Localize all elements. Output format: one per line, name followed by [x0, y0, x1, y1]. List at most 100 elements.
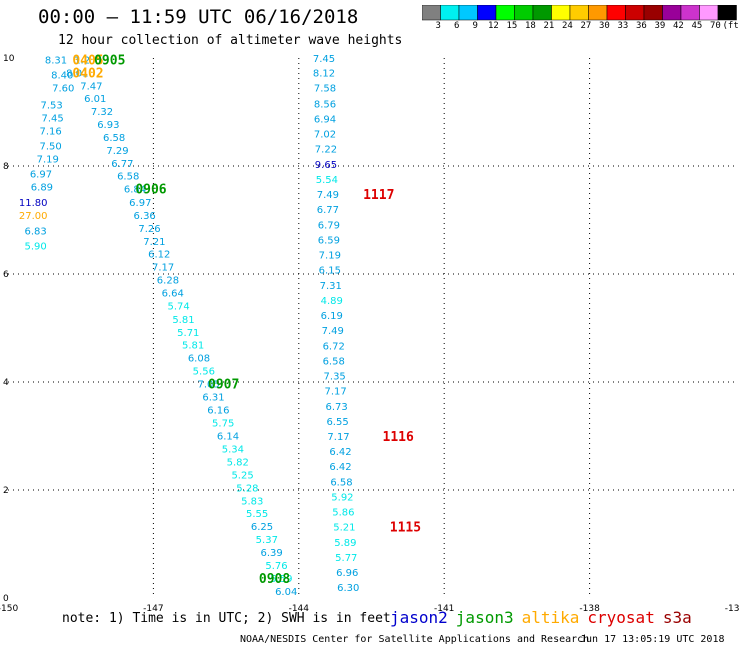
wave-height-value: 7.17: [152, 262, 174, 273]
wave-height-value: 9.65: [315, 160, 337, 171]
pass-time-label: 0402: [72, 67, 103, 82]
wave-height-value: 5.74: [167, 301, 189, 312]
wave-height-value: 6.42: [329, 462, 351, 473]
wave-height-value: 6.12: [148, 249, 170, 260]
wave-height-value: 7.29: [106, 146, 128, 157]
wave-height-value: 6.58: [103, 133, 125, 144]
wave-height-value: 6.39: [261, 548, 283, 559]
wave-height-value: 7.47: [80, 82, 102, 93]
footnote: note: 1) Time is in UTC; 2) SWH is in fe…: [62, 611, 391, 626]
pass-time-label: 0907: [208, 378, 239, 393]
wave-height-value: 8.56: [314, 99, 336, 110]
wave-height-value: 6.77: [317, 205, 339, 216]
wave-height-value: 5.59: [270, 574, 292, 585]
satellite-cryosat: cryosat: [587, 608, 655, 627]
wave-height-value: 5.86: [332, 508, 354, 519]
x-tick-label: -144: [289, 604, 310, 612]
wave-height-value: 6.04: [275, 587, 297, 598]
wave-height-value: 5.56: [193, 367, 215, 378]
wave-height-value: 7.26: [138, 224, 160, 235]
wave-height-value: 6.96: [336, 568, 358, 579]
x-tick-label: -135: [725, 604, 740, 612]
wave-height-value: 6.58: [323, 356, 345, 367]
pass-time-label: 1116: [383, 430, 414, 445]
wave-height-value: 5.28: [236, 483, 258, 494]
wave-height-value: 5.81: [172, 315, 194, 326]
wave-height-value: 6.97: [129, 198, 151, 209]
y-tick-label: 4: [3, 378, 9, 388]
pass-time-label: 0908: [259, 572, 290, 587]
wave-height-value: 7.35: [324, 372, 346, 383]
wave-height-value: 7.45: [41, 113, 63, 124]
color-bin-label: 24: [562, 21, 573, 31]
wave-height-value: 7.58: [314, 84, 336, 95]
wave-height-value: 6.15: [319, 266, 341, 277]
x-tick-label: -147: [143, 604, 163, 612]
wave-height-value: 6.97: [30, 170, 52, 181]
wave-height-value: 5.90: [24, 241, 46, 252]
pass-time-label: 0405: [72, 54, 103, 69]
wave-height-value: 6.64: [162, 288, 184, 299]
wave-height-value: 7.49: [317, 190, 339, 201]
wave-height-value: 8.40: [51, 71, 73, 82]
color-bin-label: 9: [472, 21, 478, 31]
wave-height-value: 6.93: [97, 120, 119, 131]
y-tick-label: 10: [3, 54, 15, 64]
wave-height-value: 6.42: [329, 447, 351, 458]
wave-height-value: 6.89: [31, 183, 53, 194]
wave-height-value: 11.80: [19, 198, 48, 209]
page-title: 00:00 – 11:59 UTC 06/16/2018: [38, 6, 359, 28]
wave-height-value: 6.58: [330, 477, 352, 488]
wave-height-value: 6.84: [124, 185, 146, 196]
wave-height-value: 8.31: [45, 56, 67, 67]
color-bin-label: 36: [636, 21, 647, 31]
wave-height-value: 5.34: [222, 444, 244, 455]
wave-height-value: 5.89: [334, 538, 356, 549]
wave-height-value: 6.08: [188, 354, 210, 365]
wave-height-value: 6.16: [207, 406, 229, 417]
page-subtitle: 12 hour collection of altimeter wave hei…: [58, 33, 403, 48]
wave-height-value: 6.36: [134, 211, 156, 222]
wave-height-value: 6.01: [84, 94, 106, 105]
color-bin-label: 27: [580, 21, 592, 31]
wave-height-value: 6.83: [24, 226, 46, 237]
x-tick-label: -141: [434, 604, 454, 612]
color-bin-label: 18: [525, 21, 536, 31]
color-bin-label: 45: [691, 21, 703, 31]
color-bin-label: 42: [673, 21, 684, 31]
wave-height-value: 7.05: [198, 380, 220, 391]
wave-height-value: 6.72: [323, 341, 345, 352]
wave-height-value: 6.94: [314, 114, 336, 125]
wave-height-value: 6.58: [117, 172, 139, 183]
color-bin-label: 15: [506, 21, 518, 31]
wave-height-value: 5.76: [265, 561, 287, 572]
color-bin-label: 21: [543, 21, 555, 31]
pass-time-label: 1115: [390, 521, 421, 536]
wave-height-value: 6.55: [326, 417, 348, 428]
wave-height-value: 5.37: [256, 535, 278, 546]
y-tick-label: 8: [3, 162, 9, 172]
color-bin-label: 70: [710, 21, 721, 31]
wave-height-value: 5.83: [241, 496, 263, 507]
satellite-jason2: jason2: [390, 608, 448, 627]
wave-height-value: 5.92: [331, 492, 353, 503]
wave-height-value: 6.73: [325, 402, 347, 413]
wave-height-value: 7.53: [40, 100, 62, 111]
wave-height-value: 6.14: [217, 431, 239, 442]
wave-height-value: 4.89: [321, 296, 343, 307]
color-scale-legend: [422, 5, 737, 21]
wave-height-value: 7.45: [313, 54, 335, 65]
wave-height-value: 5.54: [316, 175, 338, 186]
wave-height-value: 7.17: [327, 432, 349, 443]
wave-height-value: 7.49: [322, 326, 344, 337]
wave-height-value: 5.82: [227, 457, 249, 468]
wave-height-value: 6.31: [202, 393, 224, 404]
color-bin-label: 6: [454, 21, 460, 31]
wave-height-value: 7.31: [320, 281, 342, 292]
wave-height-value: 5.25: [231, 470, 253, 481]
wave-height-value: 6.19: [321, 311, 343, 322]
wave-height-value: 6.77: [111, 159, 133, 170]
satellite-legend: jason2 jason3 altika cryosat s3a: [390, 608, 700, 627]
satellite-jason3: jason3: [455, 608, 514, 627]
